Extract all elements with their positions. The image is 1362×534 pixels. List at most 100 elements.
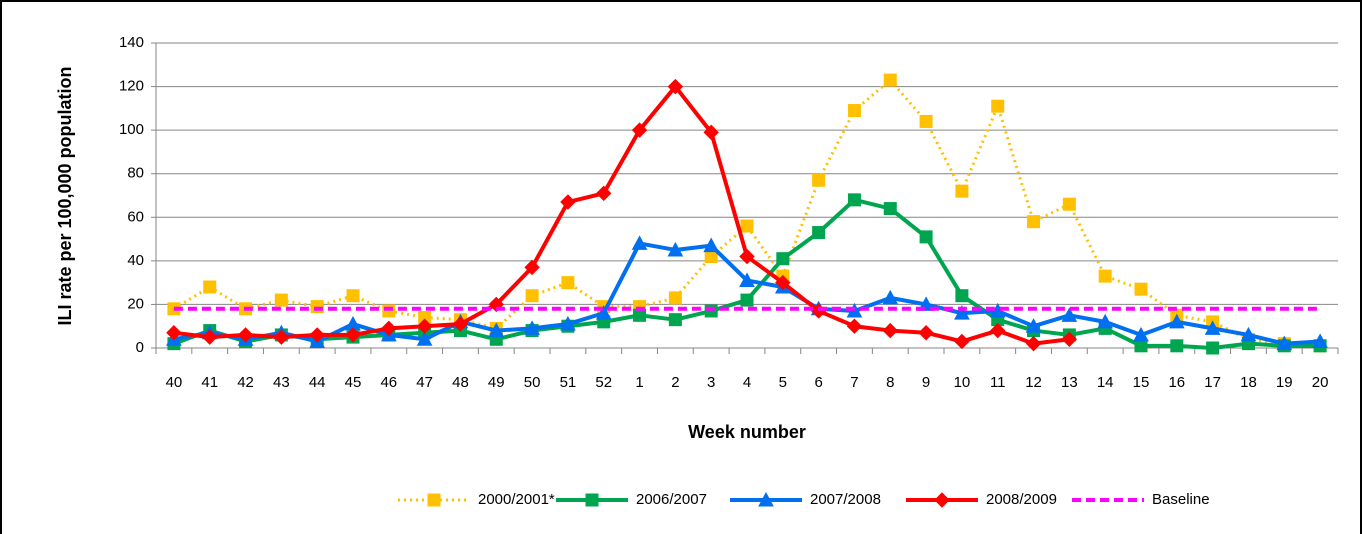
data-point bbox=[667, 78, 684, 95]
legend-label: 2006/2007 bbox=[636, 491, 707, 508]
data-point bbox=[740, 293, 754, 307]
data-point bbox=[1025, 335, 1042, 352]
data-point bbox=[954, 305, 970, 320]
data-point bbox=[1025, 318, 1042, 333]
x-tick-label: 14 bbox=[1097, 374, 1114, 391]
data-point bbox=[381, 320, 397, 337]
data-point bbox=[382, 304, 396, 318]
data-point bbox=[202, 329, 218, 345]
x-tick-label: 4 bbox=[743, 374, 751, 391]
data-point bbox=[345, 327, 361, 343]
data-point bbox=[703, 237, 720, 253]
x-tick-label: 42 bbox=[237, 374, 254, 391]
data-point bbox=[310, 300, 324, 314]
data-point bbox=[1170, 339, 1184, 353]
data-point bbox=[631, 122, 648, 138]
data-point bbox=[990, 322, 1006, 339]
data-point bbox=[668, 291, 682, 305]
data-point bbox=[595, 305, 612, 320]
y-tick-label: 60 bbox=[127, 208, 144, 225]
data-point bbox=[273, 329, 290, 345]
data-point bbox=[954, 333, 970, 350]
data-point bbox=[882, 322, 898, 339]
x-tick-label: 52 bbox=[595, 374, 612, 391]
data-point bbox=[775, 274, 791, 291]
x-tick-label: 44 bbox=[309, 374, 326, 391]
data-point bbox=[1062, 197, 1076, 211]
legend-label: 2000/2001* bbox=[478, 491, 555, 508]
x-tick-label: 50 bbox=[524, 374, 541, 391]
data-point bbox=[560, 315, 576, 331]
x-tick-label: 9 bbox=[922, 374, 930, 391]
data-point bbox=[1133, 326, 1149, 342]
x-tick-label: 40 bbox=[166, 374, 183, 391]
data-point bbox=[561, 276, 575, 290]
data-point bbox=[739, 272, 755, 287]
data-point bbox=[416, 331, 433, 346]
data-point bbox=[776, 252, 790, 266]
legend-marker bbox=[427, 493, 441, 507]
data-point bbox=[668, 313, 682, 327]
data-point bbox=[1206, 341, 1220, 355]
data-point bbox=[919, 230, 933, 244]
data-point bbox=[309, 327, 325, 343]
data-point bbox=[596, 185, 612, 202]
y-tick-label: 140 bbox=[119, 34, 144, 51]
data-point bbox=[918, 325, 934, 341]
legend-label: 2008/2009 bbox=[986, 491, 1057, 508]
data-point bbox=[812, 226, 826, 240]
x-tick-label: 8 bbox=[886, 374, 894, 391]
data-point bbox=[740, 219, 754, 233]
data-point bbox=[1204, 320, 1221, 335]
y-tick-label: 40 bbox=[127, 252, 144, 269]
y-tick-label: 80 bbox=[127, 165, 144, 182]
data-point bbox=[524, 259, 540, 276]
data-point bbox=[1134, 339, 1148, 353]
x-tick-label: 46 bbox=[380, 374, 397, 391]
data-point bbox=[633, 308, 647, 322]
legend-label: 2007/2008 bbox=[810, 491, 881, 508]
x-tick-label: 5 bbox=[779, 374, 787, 391]
x-tick-label: 16 bbox=[1168, 374, 1185, 391]
data-point bbox=[1027, 215, 1041, 229]
data-point bbox=[452, 316, 469, 332]
y-tick-label: 0 bbox=[136, 339, 144, 356]
data-point bbox=[846, 318, 863, 334]
data-point bbox=[203, 280, 217, 294]
y-tick-label: 20 bbox=[127, 295, 144, 312]
x-tick-label: 12 bbox=[1025, 374, 1042, 391]
y-tick-label: 100 bbox=[119, 121, 144, 138]
legend-label: Baseline bbox=[1152, 491, 1210, 508]
x-tick-label: 47 bbox=[416, 374, 433, 391]
data-point bbox=[1276, 335, 1293, 351]
legend-marker bbox=[934, 492, 950, 508]
x-tick-label: 51 bbox=[560, 374, 577, 391]
x-tick-label: 3 bbox=[707, 374, 715, 391]
x-tick-label: 43 bbox=[273, 374, 290, 391]
x-tick-label: 11 bbox=[990, 374, 1006, 391]
data-point bbox=[1097, 313, 1114, 329]
y-tick-label: 120 bbox=[119, 78, 144, 95]
x-tick-label: 20 bbox=[1312, 374, 1329, 391]
data-point bbox=[1240, 326, 1257, 342]
x-tick-label: 41 bbox=[201, 374, 218, 391]
x-tick-label: 1 bbox=[635, 374, 643, 391]
data-point bbox=[739, 248, 755, 265]
data-point bbox=[847, 104, 861, 118]
data-point bbox=[166, 325, 182, 341]
x-axis-title: Week number bbox=[688, 422, 806, 442]
x-tick-label: 7 bbox=[850, 374, 858, 391]
data-point bbox=[919, 114, 933, 128]
x-tick-label: 2 bbox=[671, 374, 679, 391]
data-point bbox=[631, 235, 648, 250]
data-point bbox=[1134, 282, 1148, 296]
data-point bbox=[955, 184, 969, 198]
y-axis-title: ILI rate per 100,000 population bbox=[55, 66, 75, 325]
x-tick-label: 17 bbox=[1204, 374, 1221, 391]
data-point bbox=[416, 318, 433, 334]
data-point bbox=[346, 289, 360, 303]
data-point bbox=[488, 322, 505, 338]
data-point bbox=[991, 99, 1005, 113]
x-tick-label: 10 bbox=[954, 374, 971, 391]
